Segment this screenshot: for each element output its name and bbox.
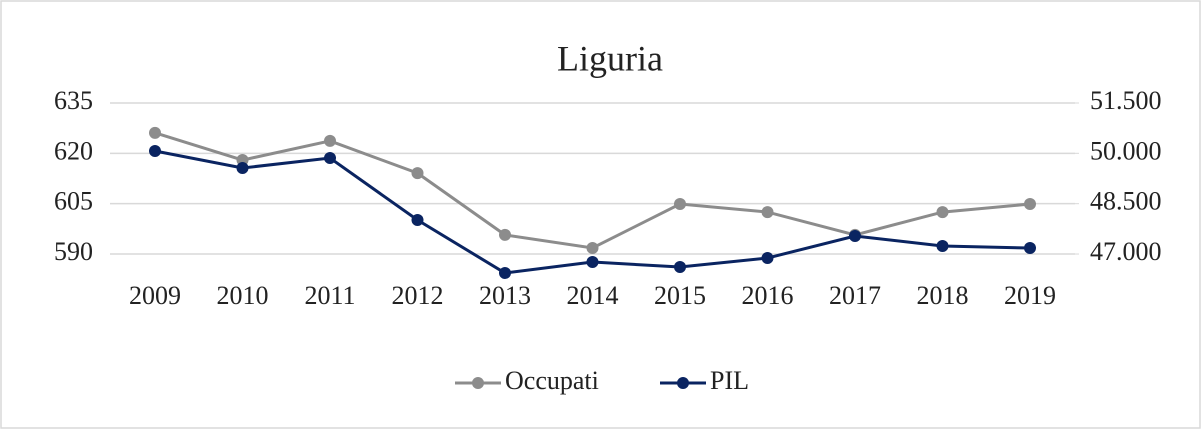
x-tick-label: 2010 <box>217 281 269 310</box>
series-marker <box>586 256 599 269</box>
series-marker <box>499 267 511 280</box>
y-tick-label: 620 <box>54 136 93 165</box>
x-tick-label: 2011 <box>304 281 355 310</box>
chart-title: Liguria <box>557 38 663 78</box>
series-marker <box>1024 242 1036 255</box>
series-marker <box>324 151 336 164</box>
x-tick-label: 2018 <box>917 281 969 310</box>
x-tick-label: 2009 <box>129 281 181 310</box>
x-tick-label: 2017 <box>829 281 881 310</box>
legend-marker <box>472 377 484 389</box>
series-marker <box>411 167 424 180</box>
series-marker <box>849 230 861 243</box>
series-marker <box>936 206 949 219</box>
legend-marker <box>677 377 689 389</box>
series-marker <box>586 241 599 254</box>
series-marker <box>761 252 774 265</box>
series-marker <box>674 198 686 211</box>
y-tick-label: 635 <box>54 86 93 115</box>
y2-tick-label: 47.000 <box>1090 237 1162 266</box>
series-marker <box>761 206 774 219</box>
y2-tick-label: 50.000 <box>1090 136 1162 165</box>
legend-label: Occupati <box>505 366 599 395</box>
series-marker <box>936 240 949 253</box>
series-marker <box>324 134 336 147</box>
y2-tick-label: 48.500 <box>1090 187 1162 216</box>
x-tick-label: 2016 <box>742 281 794 310</box>
legend-label: PIL <box>710 366 749 395</box>
y-tick-label: 590 <box>54 237 93 266</box>
series-marker <box>674 261 686 274</box>
x-tick-label: 2019 <box>1004 281 1056 310</box>
series-marker <box>236 162 249 175</box>
series-marker <box>1024 198 1036 211</box>
y-tick-label: 605 <box>54 187 93 216</box>
series-marker <box>499 228 511 241</box>
y2-tick-label: 51.500 <box>1090 86 1162 115</box>
series-marker <box>411 214 424 227</box>
series-marker <box>149 144 161 157</box>
x-tick-label: 2014 <box>567 281 619 310</box>
series-marker <box>149 126 161 139</box>
x-tick-label: 2013 <box>479 281 531 310</box>
x-tick-label: 2015 <box>654 281 706 310</box>
x-tick-label: 2012 <box>392 281 444 310</box>
